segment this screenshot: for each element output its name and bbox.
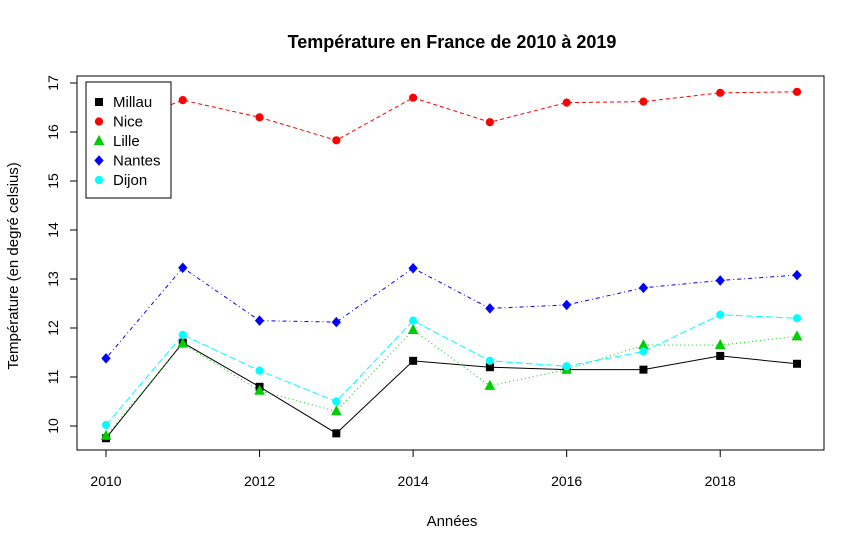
data-point-nantes xyxy=(408,262,418,274)
series-nice xyxy=(101,87,802,145)
data-point-nice xyxy=(792,87,802,96)
series-layer xyxy=(100,87,803,443)
y-tick-label: 11 xyxy=(45,370,61,385)
data-point-nice xyxy=(716,88,725,97)
data-point-nantes xyxy=(101,353,111,364)
x-tick-label: 2012 xyxy=(244,473,275,489)
chart-title: Température en France de 2010 à 2019 xyxy=(288,32,617,52)
data-point-nantes xyxy=(254,315,265,326)
plot-area-frame xyxy=(76,75,825,451)
legend: Millau Nice Lille Nantes Dijon xyxy=(85,81,172,199)
y-tick-label: 10 xyxy=(45,418,61,434)
y-tick-label: 14 xyxy=(45,222,61,238)
data-point-nice xyxy=(178,96,187,105)
data-point-nice xyxy=(332,136,341,145)
data-point-lille xyxy=(331,405,342,416)
y-axis-label: Température (en degré celsius) xyxy=(5,162,22,370)
data-point-dijon xyxy=(639,347,648,356)
series-millau xyxy=(102,338,801,443)
data-point-millau xyxy=(639,365,648,374)
data-point-nice xyxy=(562,98,571,107)
data-point-nantes xyxy=(638,282,649,294)
legend-label: Nantes xyxy=(113,153,161,170)
legend-marker-lille xyxy=(93,134,105,145)
legend-marker-dijon xyxy=(94,175,104,185)
data-point-nantes xyxy=(178,262,188,273)
legend-marker-nantes xyxy=(94,155,104,166)
data-point-lille xyxy=(484,379,496,390)
data-point-nantes xyxy=(331,316,342,328)
legend-label: Millau xyxy=(113,94,152,111)
series-line-dijon xyxy=(105,314,798,426)
data-point-lille xyxy=(791,330,803,341)
data-point-nantes xyxy=(715,275,725,286)
data-point-dijon xyxy=(716,310,725,319)
x-axis-label: Années xyxy=(427,513,478,530)
data-point-nantes xyxy=(792,269,802,281)
data-point-lille xyxy=(100,429,112,440)
data-point-dijon xyxy=(255,366,264,375)
series-line-millau xyxy=(105,342,798,439)
y-tick-label: 13 xyxy=(45,271,61,287)
x-tick-label: 2018 xyxy=(705,473,736,489)
y-tick-label: 12 xyxy=(45,320,61,336)
series-line-lille xyxy=(105,329,798,437)
series-nantes xyxy=(101,262,802,364)
data-point-lille xyxy=(177,337,189,348)
series-dijon xyxy=(101,310,802,430)
series-line-nice xyxy=(105,91,798,141)
data-point-nice xyxy=(485,118,494,127)
data-point-lille xyxy=(638,339,649,350)
legend-marker-nice xyxy=(94,117,104,126)
data-point-nantes xyxy=(561,299,572,311)
data-point-millau xyxy=(793,359,801,368)
x-tick-label: 2016 xyxy=(551,473,582,489)
series-line-nantes xyxy=(105,267,798,359)
x-tick-label: 2010 xyxy=(90,473,121,489)
data-point-lille xyxy=(714,339,726,350)
data-point-nantes xyxy=(485,303,495,314)
series-lille xyxy=(100,323,803,440)
data-point-dijon xyxy=(792,314,802,323)
y-tick-label: 16 xyxy=(45,124,61,140)
data-point-lille xyxy=(254,384,265,395)
data-point-millau xyxy=(409,356,418,365)
y-tick-label: 17 xyxy=(45,75,61,91)
data-point-nice xyxy=(409,93,418,102)
y-axis: 10 11 12 13 14 15 16 17 xyxy=(45,75,77,434)
data-point-millau xyxy=(332,429,341,438)
data-point-dijon xyxy=(562,362,571,371)
legend-marker-millau xyxy=(95,98,103,106)
data-point-dijon xyxy=(485,356,494,365)
data-point-nice xyxy=(255,113,264,122)
data-point-dijon xyxy=(332,397,341,406)
data-point-dijon xyxy=(101,420,111,430)
data-point-dijon xyxy=(409,316,418,325)
x-tick-label: 2014 xyxy=(398,473,429,489)
legend-label: Nice xyxy=(113,114,143,131)
y-tick-label: 15 xyxy=(45,173,61,189)
data-point-lille xyxy=(407,323,419,334)
legend-label: Dijon xyxy=(113,172,147,189)
data-point-nice xyxy=(639,97,648,106)
legend-label: Lille xyxy=(113,133,140,150)
data-point-dijon xyxy=(178,330,187,339)
data-point-millau xyxy=(716,351,725,360)
x-axis: 2010 2012 2014 2016 2018 xyxy=(90,450,736,489)
